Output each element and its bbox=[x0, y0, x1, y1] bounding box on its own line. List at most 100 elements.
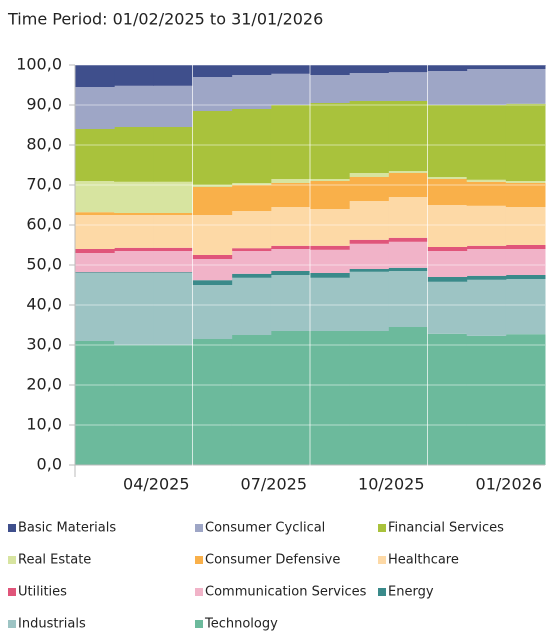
area-segment bbox=[466, 105, 507, 180]
y-tick-label: 80,0 bbox=[26, 135, 62, 154]
area-segment bbox=[231, 75, 272, 109]
legend-swatch bbox=[378, 588, 386, 596]
area-segment bbox=[466, 245, 507, 249]
area-segment bbox=[231, 335, 272, 465]
y-tick-label: 40,0 bbox=[26, 295, 62, 314]
area-segment bbox=[427, 333, 468, 465]
area-segment bbox=[153, 215, 193, 248]
area-segment bbox=[270, 245, 311, 249]
area-segment bbox=[505, 65, 546, 69]
area-segment bbox=[153, 65, 193, 86]
area-segment bbox=[75, 215, 115, 249]
area-segment bbox=[114, 345, 154, 465]
area-segment bbox=[270, 65, 311, 74]
y-tick-label: 30,0 bbox=[26, 335, 62, 354]
legend-swatch bbox=[195, 556, 203, 564]
area-segment bbox=[192, 65, 233, 77]
area-segment bbox=[505, 275, 546, 279]
area-segment bbox=[310, 277, 350, 331]
legend-label: Real Estate bbox=[18, 553, 91, 568]
area-segment bbox=[466, 249, 507, 276]
x-tick-label: 04/2025 bbox=[123, 475, 189, 494]
legend-swatch bbox=[195, 588, 203, 596]
legend-swatch bbox=[378, 556, 386, 564]
x-tick-label: 07/2025 bbox=[241, 475, 307, 494]
area-segment bbox=[310, 181, 350, 209]
area-segment bbox=[192, 215, 233, 255]
area-segment bbox=[231, 277, 272, 335]
y-tick-label: 20,0 bbox=[26, 375, 62, 394]
area-segment bbox=[349, 271, 389, 331]
area-segment bbox=[75, 181, 115, 213]
area-segment bbox=[310, 179, 350, 181]
area-segment bbox=[192, 255, 233, 259]
legend-label: Communication Services bbox=[205, 585, 367, 600]
area-segment bbox=[192, 339, 233, 465]
area-segment bbox=[114, 85, 154, 127]
area-segment bbox=[427, 105, 468, 177]
area-segment bbox=[231, 185, 272, 211]
area-segment bbox=[466, 275, 507, 280]
legend-label: Healthcare bbox=[388, 553, 459, 568]
area-segment bbox=[466, 335, 507, 465]
area-segment bbox=[231, 109, 272, 183]
area-segment bbox=[75, 65, 115, 87]
area-segment bbox=[310, 245, 350, 250]
area-segment bbox=[505, 249, 546, 275]
y-tick-label: 100,0 bbox=[16, 55, 62, 74]
area-segment bbox=[192, 259, 233, 281]
area-segment bbox=[270, 73, 311, 105]
area-segment bbox=[466, 69, 507, 105]
legend-label: Consumer Defensive bbox=[205, 553, 340, 568]
area-segment bbox=[153, 181, 193, 213]
area-segment bbox=[505, 279, 546, 335]
x-tick-label: 10/2025 bbox=[358, 475, 424, 494]
area-segment bbox=[231, 65, 272, 75]
area-segment bbox=[388, 101, 428, 171]
area-segment bbox=[505, 181, 546, 183]
area-segment bbox=[153, 247, 193, 251]
area-segment bbox=[270, 183, 311, 207]
legend-label: Financial Services bbox=[388, 521, 504, 536]
area-segment bbox=[114, 181, 154, 213]
area-segment bbox=[153, 272, 193, 273]
area-segment bbox=[270, 207, 311, 246]
area-segment bbox=[349, 65, 389, 73]
legend-label: Basic Materials bbox=[18, 521, 116, 536]
legend-swatch bbox=[195, 620, 203, 628]
area-segment bbox=[505, 183, 546, 207]
area-segment bbox=[192, 185, 233, 187]
area-segment bbox=[192, 280, 233, 285]
area-segment bbox=[114, 213, 154, 215]
y-tick-label: 90,0 bbox=[26, 95, 62, 114]
area-segment bbox=[270, 179, 311, 183]
area-segment bbox=[505, 245, 546, 249]
area-segment bbox=[349, 201, 389, 240]
area-segment bbox=[114, 251, 154, 273]
area-segment bbox=[349, 173, 389, 177]
area-segment bbox=[427, 179, 468, 205]
area-segment bbox=[427, 177, 468, 179]
area-segment bbox=[427, 251, 468, 277]
area-segment bbox=[231, 273, 272, 278]
area-segment bbox=[270, 271, 311, 275]
area-segment bbox=[270, 331, 311, 465]
area-segment bbox=[349, 269, 389, 272]
area-segment bbox=[192, 285, 233, 339]
legend-swatch bbox=[8, 556, 16, 564]
area-segment bbox=[75, 129, 115, 181]
area-segment bbox=[114, 247, 154, 251]
area-segment bbox=[388, 327, 428, 465]
area-segment bbox=[466, 179, 507, 182]
area-segment bbox=[427, 247, 468, 251]
area-segment bbox=[231, 251, 272, 274]
area-segment bbox=[388, 72, 428, 101]
area-segment bbox=[153, 127, 193, 182]
area-segment bbox=[75, 273, 115, 341]
area-segment bbox=[388, 241, 428, 268]
y-tick-label: 50,0 bbox=[26, 255, 62, 274]
area-segment bbox=[153, 273, 193, 345]
area-segment bbox=[505, 103, 546, 181]
area-segment bbox=[505, 69, 546, 104]
